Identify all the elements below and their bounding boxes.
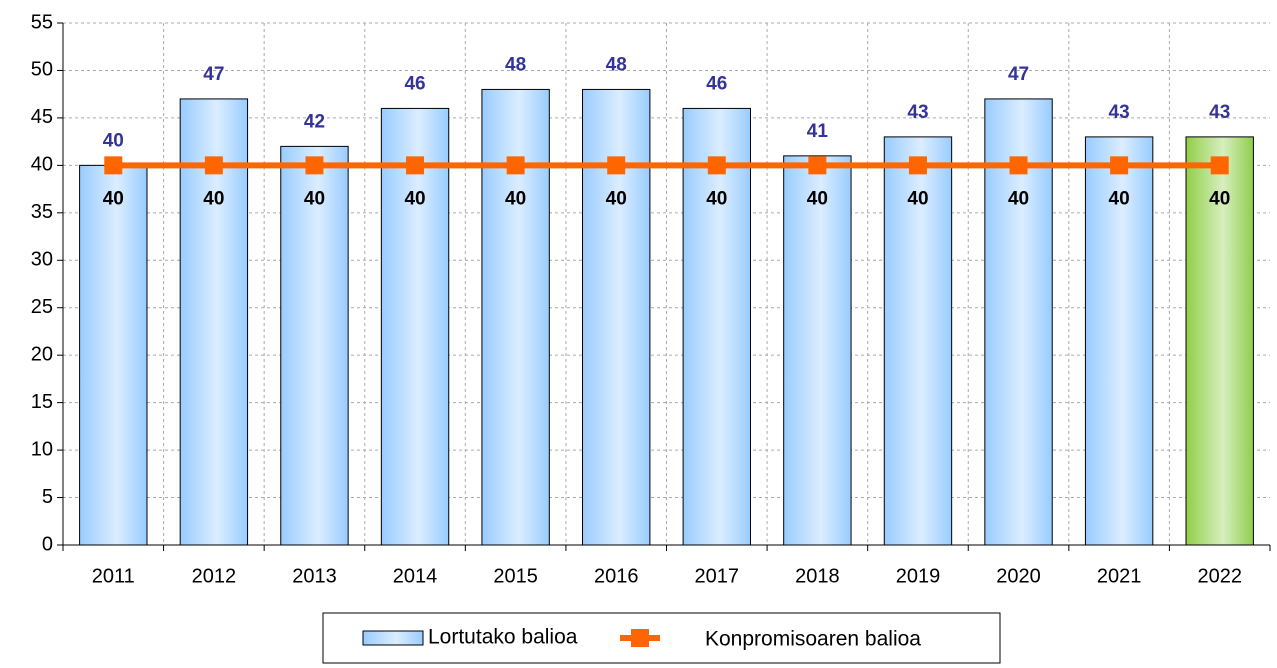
x-tick-label: 2013 bbox=[292, 565, 337, 587]
line-value-label: 40 bbox=[404, 188, 425, 209]
bar-value-label: 43 bbox=[1209, 102, 1230, 123]
bar bbox=[883, 136, 953, 546]
bar-value-label: 47 bbox=[203, 64, 224, 85]
bar-value-label: 47 bbox=[1008, 64, 1029, 85]
bar-value-label: 41 bbox=[807, 121, 829, 142]
line-value-label: 40 bbox=[1209, 188, 1230, 209]
bar bbox=[682, 107, 751, 546]
y-tick-label: 35 bbox=[31, 201, 53, 223]
line-marker bbox=[707, 156, 726, 175]
y-tick-label: 15 bbox=[31, 391, 53, 413]
y-tick-label: 55 bbox=[31, 11, 53, 33]
line-value-label: 40 bbox=[304, 188, 325, 209]
bar-value-label: 48 bbox=[505, 54, 526, 75]
line-value-label: 40 bbox=[706, 188, 727, 209]
line-marker bbox=[204, 156, 223, 175]
line-value-label: 40 bbox=[203, 188, 224, 209]
x-tick-label: 2019 bbox=[896, 565, 941, 587]
line-marker bbox=[406, 156, 425, 175]
y-tick-label: 50 bbox=[31, 59, 53, 81]
legend-label: Konpromisoaren balioa bbox=[705, 628, 921, 651]
bar-value-label: 40 bbox=[103, 130, 124, 151]
y-tick-label: 5 bbox=[42, 486, 53, 508]
y-tick-label: 20 bbox=[31, 343, 53, 365]
legend-swatch-marker bbox=[631, 629, 649, 647]
x-tick-label: 2012 bbox=[192, 565, 237, 587]
x-tick-label: 2011 bbox=[92, 565, 135, 587]
line-marker bbox=[104, 156, 123, 175]
bar-value-label: 48 bbox=[606, 54, 627, 75]
bar bbox=[380, 107, 450, 546]
legend-box bbox=[322, 612, 1001, 664]
bar bbox=[79, 164, 148, 546]
bar bbox=[1185, 136, 1254, 546]
line-value-label: 40 bbox=[907, 188, 928, 209]
line-value-label: 40 bbox=[1008, 188, 1029, 209]
line-value-label: 40 bbox=[807, 188, 828, 209]
line-marker bbox=[908, 156, 927, 175]
y-tick-label: 30 bbox=[31, 249, 53, 271]
line-value-label: 40 bbox=[1109, 188, 1130, 209]
line-value-label: 40 bbox=[103, 188, 124, 209]
x-tick-label: 2020 bbox=[996, 565, 1041, 587]
x-tick-label: 2017 bbox=[695, 565, 740, 587]
x-tick-label: 2014 bbox=[393, 565, 438, 587]
line-marker bbox=[808, 156, 827, 175]
y-tick-label: 45 bbox=[31, 106, 53, 128]
line-value-label: 40 bbox=[606, 188, 627, 209]
line-marker bbox=[607, 156, 626, 175]
line-marker bbox=[506, 156, 525, 175]
bar bbox=[280, 145, 349, 546]
line-marker bbox=[1110, 156, 1129, 175]
y-tick-label: 40 bbox=[31, 154, 53, 176]
line-marker bbox=[305, 156, 324, 175]
line-marker bbox=[1009, 156, 1028, 175]
y-tick-label: 0 bbox=[42, 533, 53, 555]
x-tick-label: 2015 bbox=[493, 565, 538, 587]
y-tick-label: 10 bbox=[31, 438, 53, 460]
bar-value-label: 43 bbox=[907, 102, 928, 123]
x-tick-label: 2016 bbox=[594, 565, 639, 587]
bar-value-label: 46 bbox=[706, 73, 727, 94]
line-value-label: 40 bbox=[505, 188, 526, 209]
x-tick-label: 2021 bbox=[1097, 565, 1142, 587]
x-tick-label: 2018 bbox=[795, 565, 840, 587]
legend-label: Lortutako balioa bbox=[428, 626, 578, 649]
bar-value-label: 43 bbox=[1109, 102, 1130, 123]
legend-swatch bbox=[362, 630, 424, 646]
x-tick-label: 2022 bbox=[1197, 565, 1242, 587]
bar-value-label: 46 bbox=[404, 73, 425, 94]
y-tick-label: 25 bbox=[31, 296, 53, 318]
bar bbox=[1084, 136, 1154, 546]
line-marker bbox=[1210, 156, 1229, 175]
bar bbox=[783, 155, 852, 546]
bar-value-label: 42 bbox=[304, 111, 325, 132]
